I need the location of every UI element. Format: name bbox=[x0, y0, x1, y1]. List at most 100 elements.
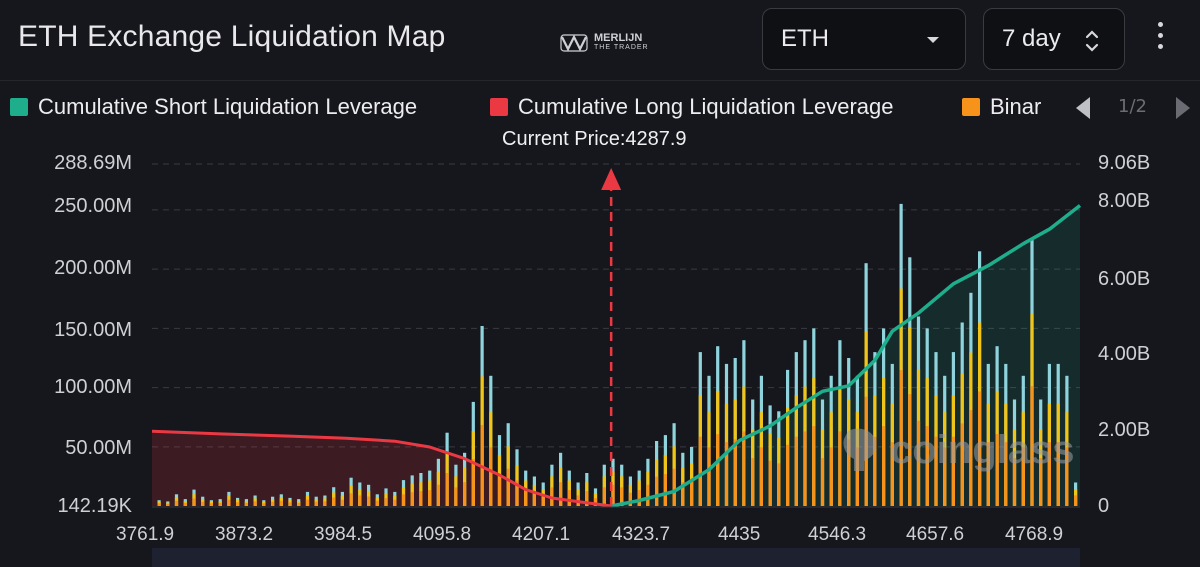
legend-swatch-short bbox=[10, 98, 28, 116]
bar-orange bbox=[611, 484, 615, 506]
legend-label-short: Cumulative Short Liquidation Leverage bbox=[38, 94, 418, 119]
bar-orange bbox=[428, 490, 432, 506]
bar-orange bbox=[157, 503, 161, 506]
watermark-text: coinglass bbox=[890, 427, 1075, 472]
bar-orange bbox=[192, 498, 196, 506]
bar-orange bbox=[201, 501, 205, 506]
bar-orange bbox=[681, 482, 685, 506]
current-price-arrow bbox=[601, 168, 622, 190]
chevron-down-icon bbox=[927, 37, 939, 43]
y-left-tick-label: 142.19K bbox=[57, 495, 132, 517]
bar-orange bbox=[1012, 458, 1017, 506]
bar-orange bbox=[1065, 447, 1069, 506]
bar-orange bbox=[995, 434, 999, 506]
x-tick-label: 4657.6 bbox=[906, 524, 965, 545]
bar-orange bbox=[716, 434, 720, 506]
bar-orange bbox=[986, 442, 990, 506]
bar-orange bbox=[847, 439, 851, 506]
bar-orange bbox=[951, 436, 955, 506]
bar-orange bbox=[786, 444, 790, 506]
legend-label-long: Cumulative Long Liquidation Leverage bbox=[518, 94, 894, 119]
bar-orange bbox=[628, 492, 632, 506]
long-area bbox=[152, 431, 612, 506]
range-scroller[interactable] bbox=[152, 548, 1080, 567]
bar-orange bbox=[812, 426, 816, 506]
bar-orange bbox=[646, 484, 650, 506]
bar-orange bbox=[1047, 442, 1051, 506]
pager-count: 1/2 bbox=[1118, 96, 1147, 117]
bar-orange bbox=[899, 370, 903, 506]
short-line bbox=[610, 204, 1082, 508]
bar-orange bbox=[271, 501, 275, 506]
bar-orange bbox=[882, 426, 886, 506]
bar-orange bbox=[288, 502, 292, 506]
bar-orange bbox=[733, 439, 737, 506]
x-tick-label: 4546.3 bbox=[808, 524, 867, 545]
bar-orange bbox=[227, 499, 231, 506]
bar-orange bbox=[751, 458, 755, 506]
chart-legend: Cumulative Short Liquidation Leverage Cu… bbox=[0, 88, 1060, 124]
bar-orange bbox=[637, 490, 641, 506]
bar-orange bbox=[419, 491, 423, 506]
current-price-label: Current Price:4287.9 bbox=[502, 128, 687, 150]
bar-orange bbox=[1056, 442, 1060, 506]
bar-orange bbox=[698, 436, 702, 506]
bar-orange bbox=[960, 423, 964, 506]
legend-item-short[interactable]: Cumulative Short Liquidation Leverage bbox=[10, 94, 417, 120]
header: ETH Exchange Liquidation Map MERLIJN THE… bbox=[0, 0, 1200, 80]
bar-orange bbox=[332, 497, 336, 506]
long-line bbox=[151, 429, 612, 508]
bar-orange bbox=[524, 490, 528, 506]
bar-orange bbox=[515, 480, 519, 506]
bar-orange bbox=[1074, 495, 1078, 506]
bar-orange bbox=[663, 474, 667, 506]
legend-label-binance: Binar bbox=[990, 94, 1042, 119]
logo-sub: THE TRADER bbox=[594, 44, 649, 51]
legend-item-long[interactable]: Cumulative Long Liquidation Leverage bbox=[490, 94, 893, 120]
pager-next-icon[interactable] bbox=[1170, 94, 1194, 122]
x-tick-label: 4435 bbox=[718, 524, 761, 545]
bar-orange bbox=[803, 431, 807, 506]
bar-orange bbox=[471, 459, 475, 506]
bar-orange bbox=[489, 447, 493, 506]
bar-orange bbox=[244, 502, 248, 506]
bar-orange bbox=[873, 436, 877, 506]
bar-orange bbox=[567, 490, 571, 506]
x-tick-label: 4207.1 bbox=[512, 524, 571, 545]
bar-orange bbox=[305, 499, 310, 506]
bar-orange bbox=[358, 495, 362, 506]
more-menu-icon[interactable] bbox=[1150, 22, 1170, 58]
bar-orange bbox=[436, 484, 440, 506]
bar-orange bbox=[340, 499, 344, 506]
logo-mark-icon bbox=[560, 34, 588, 52]
logo-text: MERLIJN THE TRADER bbox=[594, 33, 649, 53]
bar-orange bbox=[978, 391, 982, 506]
bar-orange bbox=[820, 458, 825, 506]
range-select[interactable]: 7 day bbox=[983, 8, 1125, 70]
bar-orange bbox=[908, 394, 912, 506]
bar-orange bbox=[166, 503, 170, 506]
bar-orange bbox=[855, 447, 859, 506]
legend-item-binance[interactable]: Binar bbox=[962, 94, 1041, 120]
bar-orange bbox=[838, 431, 842, 506]
bar-orange bbox=[934, 436, 938, 506]
legend-swatch-long bbox=[490, 98, 508, 116]
up-down-chevron-icon bbox=[1085, 30, 1099, 52]
bar-orange bbox=[209, 503, 213, 506]
header-divider bbox=[0, 80, 1200, 81]
y-right-tick-label: 2.00B bbox=[1098, 419, 1151, 441]
y-left-tick-label: 250.00M bbox=[54, 195, 132, 217]
pager-prev-icon[interactable] bbox=[1072, 94, 1096, 122]
bar-orange bbox=[463, 482, 467, 506]
bar-orange bbox=[585, 491, 589, 506]
bar-orange bbox=[620, 487, 624, 506]
y-left-tick-label: 288.69M bbox=[54, 152, 132, 174]
x-tick-label: 4768.9 bbox=[1005, 524, 1064, 545]
bar-orange bbox=[559, 482, 563, 506]
coin-select[interactable]: ETH bbox=[762, 8, 966, 70]
bar-orange bbox=[541, 495, 545, 506]
bar-orange bbox=[401, 494, 406, 506]
bar-orange bbox=[218, 502, 222, 506]
y-left-tick-label: 50.00M bbox=[65, 437, 132, 459]
